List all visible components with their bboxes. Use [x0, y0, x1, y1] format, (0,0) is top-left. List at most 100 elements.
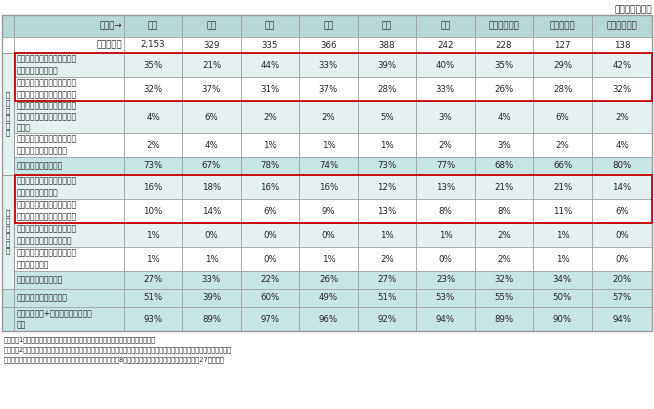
- Text: 2%: 2%: [497, 231, 511, 240]
- Text: 37%: 37%: [319, 85, 338, 94]
- Text: 74%: 74%: [319, 162, 338, 171]
- Bar: [182, 271, 241, 289]
- Text: 2%: 2%: [615, 112, 629, 121]
- Bar: [358, 133, 416, 157]
- Bar: [14, 289, 124, 307]
- Bar: [241, 289, 299, 307]
- Bar: [241, 101, 299, 133]
- Bar: [592, 157, 652, 175]
- Text: 89%: 89%: [202, 315, 221, 324]
- Text: 今後はあまり旅行したいと思: 今後はあまり旅行したいと思: [17, 112, 77, 121]
- Text: 67%: 67%: [202, 162, 221, 171]
- Text: 27%: 27%: [143, 276, 163, 285]
- Text: 21%: 21%: [494, 182, 513, 191]
- Bar: [416, 101, 475, 133]
- Text: 6%: 6%: [615, 207, 629, 216]
- Text: 0%: 0%: [205, 231, 218, 240]
- Bar: [299, 53, 358, 77]
- Text: 35%: 35%: [143, 61, 163, 70]
- Text: 全体: 全体: [148, 22, 158, 31]
- Text: 32%: 32%: [612, 85, 632, 94]
- Text: 訪
問
経
験
有
り: 訪 問 経 験 有 り: [6, 92, 10, 136]
- Bar: [299, 307, 358, 331]
- Text: 77%: 77%: [436, 162, 455, 171]
- Text: 53%: 53%: [436, 294, 455, 303]
- Bar: [533, 133, 592, 157]
- Bar: [592, 15, 652, 37]
- Bar: [358, 199, 416, 223]
- Text: 89%: 89%: [494, 315, 513, 324]
- Text: 33%: 33%: [319, 61, 338, 70]
- Bar: [533, 247, 592, 271]
- Bar: [182, 289, 241, 307]
- Text: 49%: 49%: [319, 294, 338, 303]
- Bar: [475, 77, 533, 101]
- Bar: [475, 175, 533, 199]
- Bar: [14, 223, 124, 247]
- Bar: [2, 175, 14, 289]
- Text: 4%: 4%: [146, 112, 160, 121]
- Bar: [124, 175, 182, 199]
- Text: 97%: 97%: [260, 315, 279, 324]
- Text: 訪
問
経
験
な
し: 訪 問 経 験 な し: [6, 210, 10, 254]
- Bar: [2, 223, 14, 247]
- Bar: [124, 133, 182, 157]
- Text: 1%: 1%: [322, 254, 336, 263]
- Bar: [299, 15, 358, 37]
- Bar: [299, 37, 358, 53]
- Bar: [416, 77, 475, 101]
- Text: 37%: 37%: [202, 85, 221, 94]
- Bar: [358, 101, 416, 133]
- Text: 78%: 78%: [260, 162, 280, 171]
- Bar: [533, 289, 592, 307]
- Text: たい: たい: [17, 321, 26, 330]
- Text: 台湾: 台湾: [323, 22, 334, 31]
- Bar: [182, 175, 241, 199]
- Bar: [533, 175, 592, 199]
- Text: サンプル数: サンプル数: [96, 40, 122, 49]
- Text: （小計）訪問経験なし: （小計）訪問経験なし: [17, 276, 63, 285]
- Text: 68%: 68%: [494, 162, 513, 171]
- Text: 2%: 2%: [263, 112, 277, 121]
- Bar: [2, 307, 14, 331]
- Text: 35%: 35%: [494, 61, 513, 70]
- Bar: [2, 53, 14, 175]
- Text: 40%: 40%: [436, 61, 455, 70]
- Bar: [124, 223, 182, 247]
- Text: 2%: 2%: [322, 112, 336, 121]
- Bar: [124, 101, 182, 133]
- Text: 1%: 1%: [146, 254, 160, 263]
- Text: 2,153: 2,153: [141, 40, 165, 49]
- Bar: [241, 15, 299, 37]
- Bar: [299, 289, 358, 307]
- Text: 66%: 66%: [553, 162, 572, 171]
- Text: （回答は１つ）: （回答は１つ）: [614, 5, 652, 14]
- Text: 26%: 26%: [319, 276, 338, 285]
- Bar: [592, 199, 652, 223]
- Text: 94%: 94%: [436, 315, 455, 324]
- Text: 138: 138: [613, 40, 630, 49]
- Bar: [358, 37, 416, 53]
- Bar: [14, 133, 124, 157]
- Bar: [2, 15, 652, 331]
- Bar: [416, 53, 475, 77]
- Text: 242: 242: [438, 40, 454, 49]
- Bar: [592, 53, 652, 77]
- Text: 27%: 27%: [377, 276, 396, 285]
- Text: 今後は旅行しないと思う: 今後は旅行しないと思う: [17, 146, 68, 155]
- Bar: [241, 199, 299, 223]
- Bar: [533, 157, 592, 175]
- Bar: [14, 101, 124, 133]
- Bar: [14, 37, 124, 53]
- Text: 55%: 55%: [494, 294, 513, 303]
- Text: 92%: 92%: [377, 315, 396, 324]
- Text: 94%: 94%: [612, 315, 632, 324]
- Bar: [533, 77, 592, 101]
- Bar: [299, 133, 358, 157]
- Text: 14%: 14%: [202, 207, 221, 216]
- Bar: [124, 157, 182, 175]
- Text: 3%: 3%: [439, 112, 453, 121]
- Bar: [2, 175, 14, 199]
- Text: 329: 329: [203, 40, 220, 49]
- Bar: [14, 175, 124, 199]
